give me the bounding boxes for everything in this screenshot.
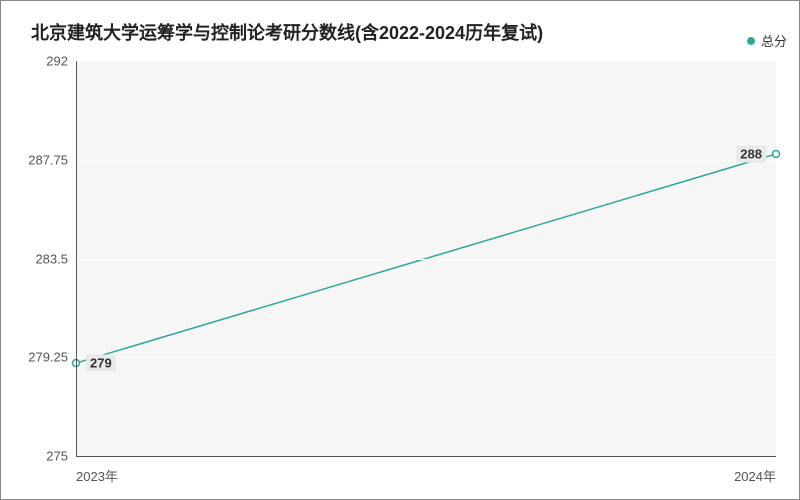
grid-line	[76, 456, 776, 457]
y-tick-label: 287.75	[28, 152, 68, 167]
grid-line	[76, 357, 776, 358]
point-label: 279	[86, 355, 116, 372]
legend-label: 总分	[761, 31, 787, 50]
chart-container: 北京建筑大学运筹学与控制论考研分数线(含2022-2024历年复试) 总分 27…	[0, 0, 800, 500]
data-point	[773, 150, 780, 157]
y-tick-label: 292	[46, 54, 68, 69]
x-tick-label: 2023年	[76, 466, 118, 485]
plot-area: 275279.25283.5287.752922023年2024年279288	[76, 61, 776, 456]
y-tick-label: 275	[46, 449, 68, 464]
chart-title: 北京建筑大学运筹学与控制论考研分数线(含2022-2024历年复试)	[31, 19, 543, 45]
y-tick-label: 279.25	[28, 350, 68, 365]
y-axis-line	[76, 61, 77, 456]
grid-line	[76, 61, 776, 62]
legend-marker-icon	[747, 37, 755, 45]
grid-line	[76, 160, 776, 161]
point-label: 288	[736, 145, 766, 162]
y-tick-label: 283.5	[35, 251, 68, 266]
legend: 总分	[747, 31, 787, 50]
x-tick-label: 2024年	[734, 466, 776, 485]
grid-line	[76, 259, 776, 260]
